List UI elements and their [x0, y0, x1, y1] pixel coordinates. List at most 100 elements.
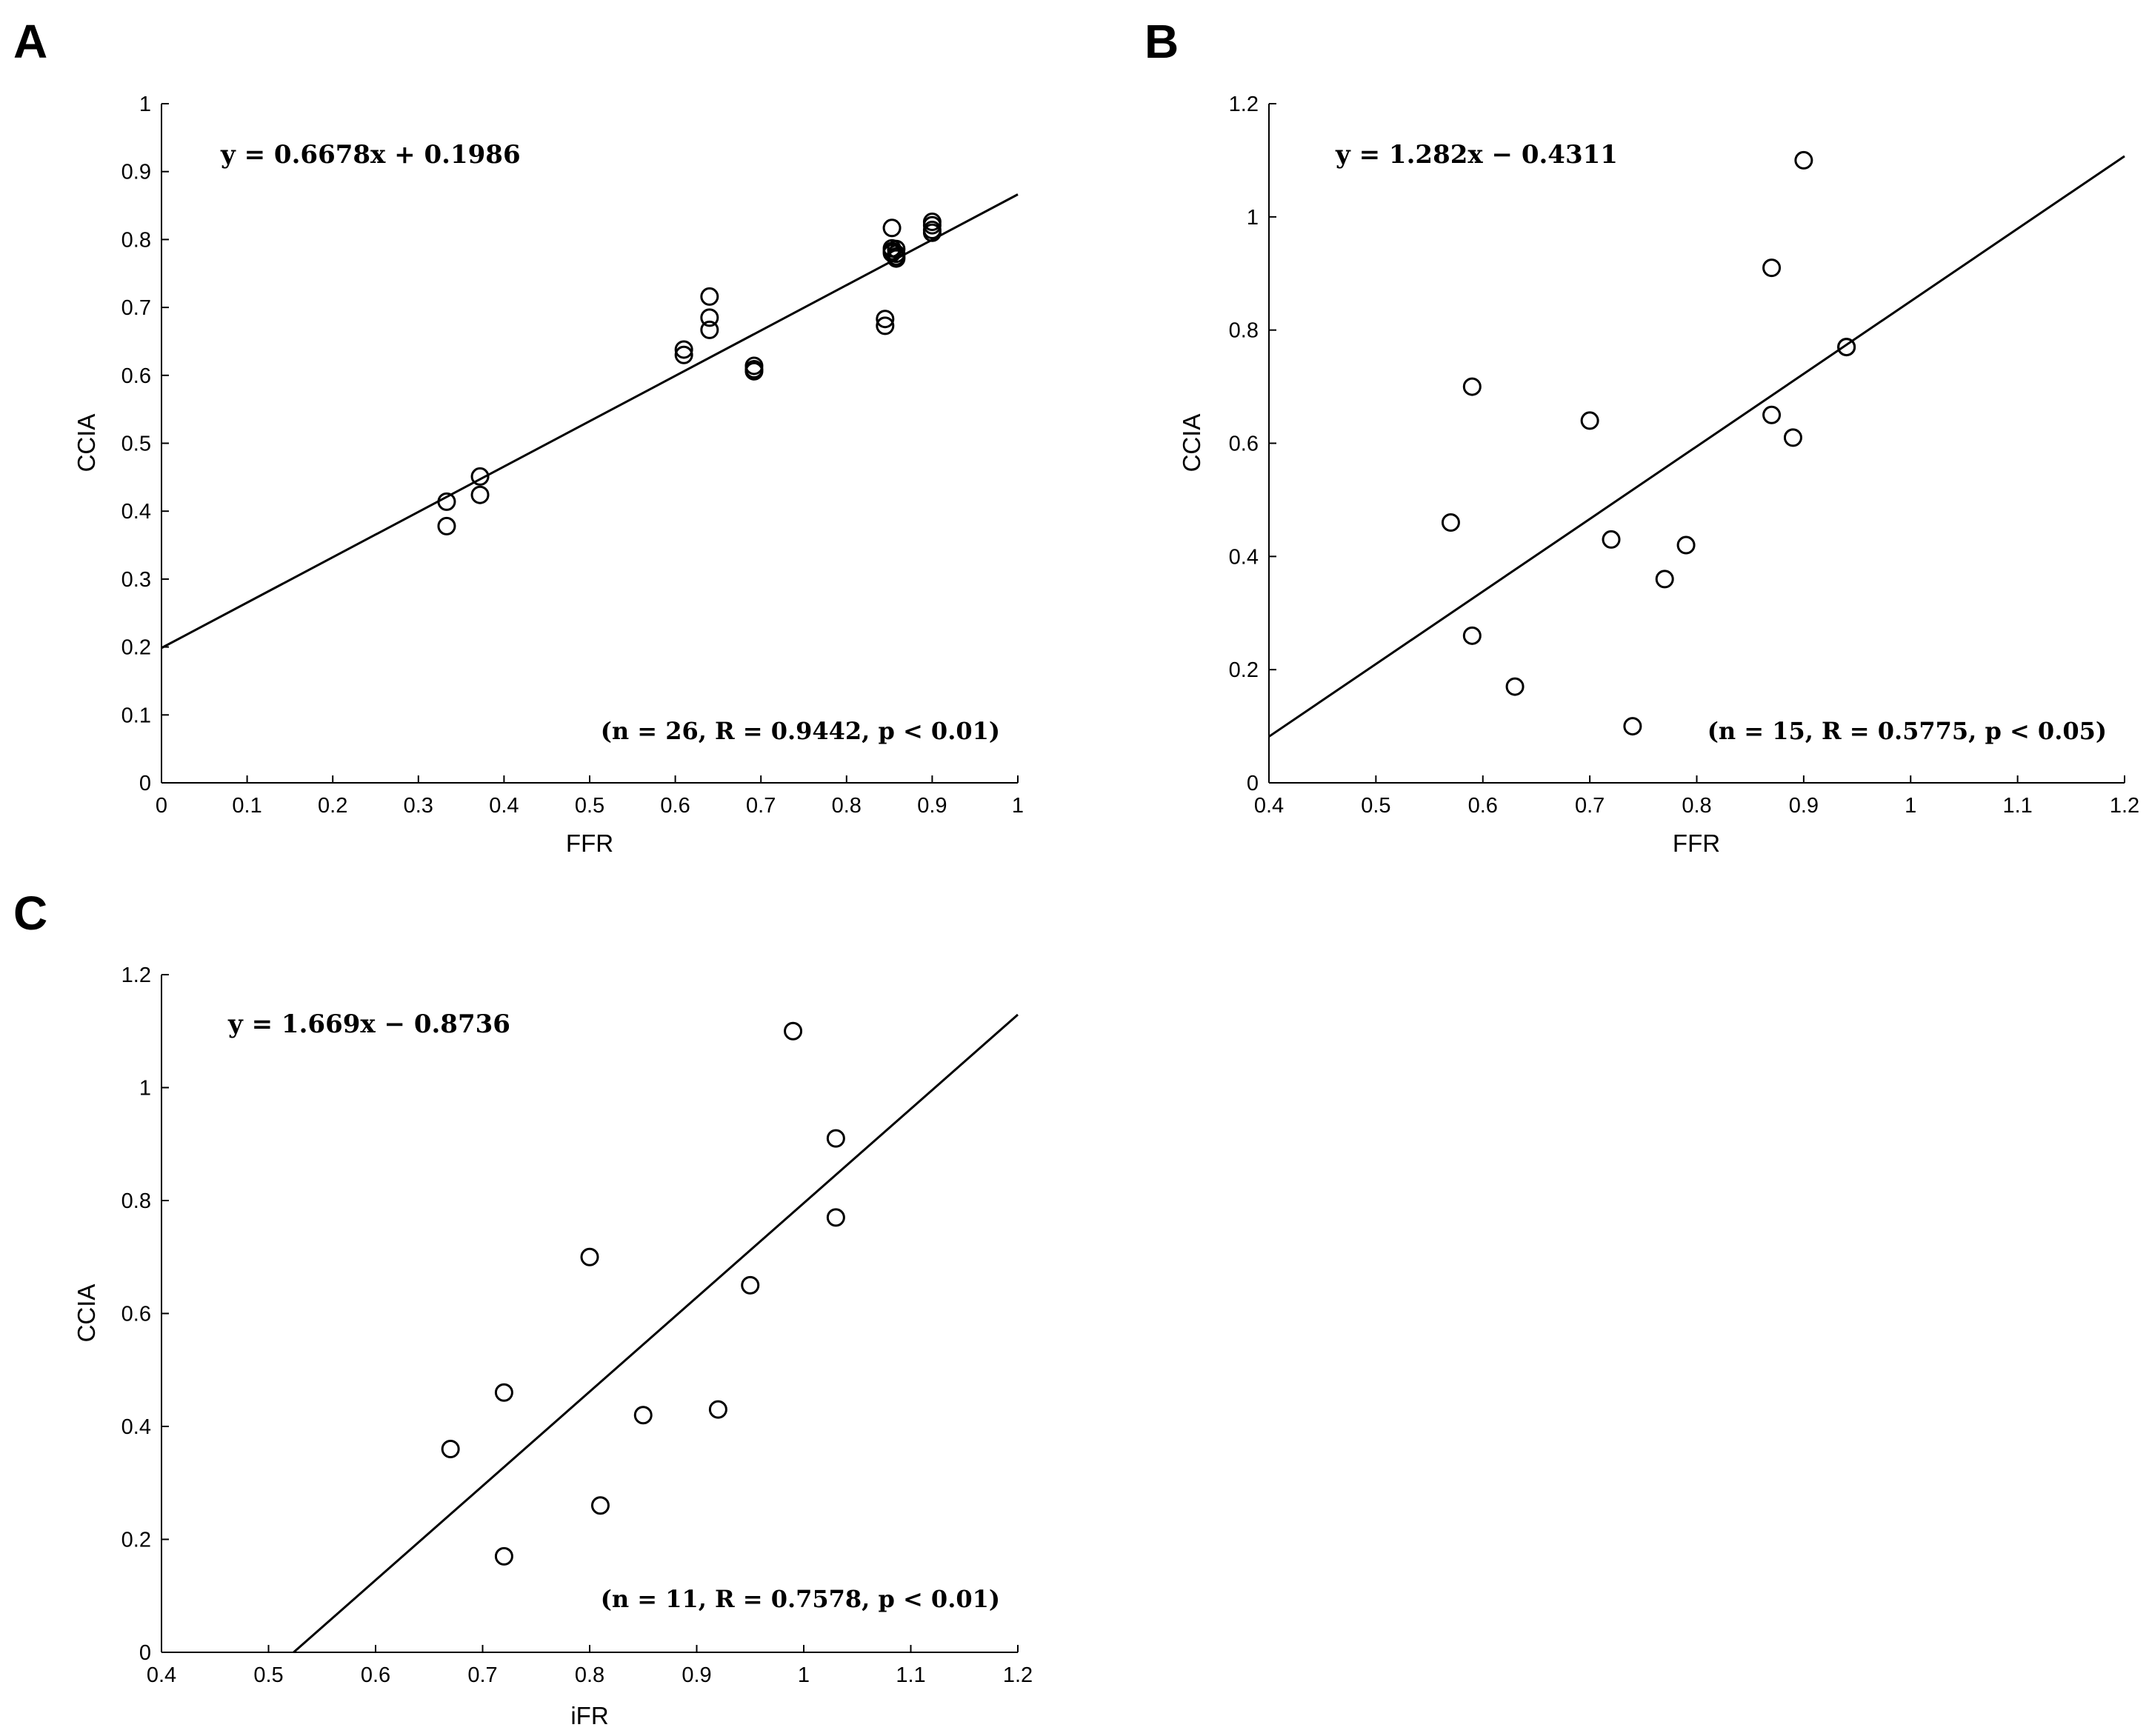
- data-point-c: [826, 1208, 845, 1227]
- data-point-c: [494, 1383, 513, 1402]
- y-tick-label-a: 1: [139, 93, 151, 116]
- x-tick-label-a: 1: [1012, 794, 1024, 818]
- x-tick-label-b: 0.4: [1254, 794, 1284, 818]
- x-tick-label-a: 0.7: [746, 794, 776, 818]
- stats-c: (n = 11, R = 0.7578, p < 0.01): [601, 1585, 1000, 1613]
- x-tick-label-a: 0.5: [575, 794, 604, 818]
- x-axis-label-b: FFR: [1673, 829, 1720, 857]
- data-point-a: [700, 320, 719, 339]
- y-tick-label-b: 0.6: [1229, 433, 1259, 456]
- x-axis-label-c: iFR: [570, 1702, 608, 1729]
- data-point-a: [437, 516, 456, 535]
- data-point-b: [1602, 530, 1621, 549]
- data-point-c: [741, 1275, 760, 1295]
- data-point-b: [1762, 258, 1782, 278]
- data-point-a: [674, 340, 693, 359]
- y-tick-label-b: 0.4: [1229, 545, 1259, 569]
- data-point-a: [887, 249, 906, 268]
- data-point-a: [882, 244, 902, 263]
- x-tick-label-a: 0.6: [660, 794, 690, 818]
- equation-b: y = 1.282x − 0.4311: [1335, 140, 1618, 170]
- x-tick-label-a: 0.8: [832, 794, 862, 818]
- data-point-c: [580, 1247, 599, 1266]
- data-point-c: [633, 1406, 653, 1425]
- equation-c: y = 1.669x − 0.8736: [227, 1009, 510, 1039]
- y-axis-label-a: CCIA: [73, 414, 100, 473]
- data-point-a: [922, 223, 942, 242]
- y-tick-label-a: 0.3: [121, 568, 151, 592]
- y-tick-label-c: 0.2: [121, 1529, 151, 1552]
- data-point-a: [437, 492, 456, 511]
- x-tick-label-c: 0.9: [682, 1663, 711, 1687]
- x-tick-label-a: 0.4: [489, 794, 519, 818]
- regression-line-a: [161, 193, 1019, 650]
- x-axis-label-a: FFR: [566, 829, 613, 857]
- data-point-b: [1441, 513, 1460, 532]
- y-axis-label-c: CCIA: [73, 1284, 100, 1343]
- data-point-b: [1462, 377, 1482, 396]
- y-tick-label-c: 0.6: [121, 1303, 151, 1326]
- y-tick-label-a: 0.1: [121, 704, 151, 727]
- data-point-b: [1655, 570, 1674, 589]
- data-point-c: [826, 1129, 845, 1148]
- data-point-a: [876, 310, 895, 329]
- panel-letter-a: A: [13, 15, 47, 68]
- x-tick-label-b: 1: [1905, 794, 1916, 818]
- data-point-b: [1794, 150, 1813, 170]
- data-point-c: [590, 1496, 610, 1515]
- data-point-b: [1762, 405, 1782, 424]
- y-tick-label-b: 0.2: [1229, 658, 1259, 682]
- x-tick-label-b: 1.1: [2002, 794, 2032, 818]
- x-tick-label-c: 0.6: [361, 1663, 390, 1687]
- x-tick-label-b: 0.8: [1682, 794, 1711, 818]
- data-point-b: [1676, 535, 1696, 555]
- data-point-a: [470, 467, 490, 486]
- x-tick-label-b: 0.6: [1468, 794, 1498, 818]
- data-point-a: [700, 308, 719, 327]
- y-tick-label-c: 1.2: [121, 964, 151, 987]
- data-point-c: [494, 1546, 513, 1566]
- y-tick-label-a: 0.6: [121, 364, 151, 388]
- x-tick-label-b: 0.7: [1575, 794, 1605, 818]
- data-point-c: [784, 1021, 803, 1041]
- x-tick-label-c: 0.7: [467, 1663, 497, 1687]
- y-tick-label-a: 0: [139, 772, 151, 795]
- y-tick-label-a: 0.5: [121, 433, 151, 456]
- panel-c: C y = 1.669x − 0.8736 (n = 11, R = 0.757…: [13, 887, 1033, 1729]
- stats-a: (n = 26, R = 0.9442, p < 0.01): [601, 717, 1000, 745]
- regression-line-c: [293, 1013, 1019, 1654]
- x-tick-label-c: 0.4: [147, 1663, 176, 1687]
- panel-letter-b: B: [1145, 15, 1179, 68]
- x-tick-label-a: 0.3: [404, 794, 433, 818]
- x-tick-label-c: 1.1: [896, 1663, 925, 1687]
- y-tick-label-b: 0: [1247, 772, 1259, 795]
- panel-letter-c: C: [13, 887, 47, 940]
- y-tick-label-c: 0.8: [121, 1189, 151, 1213]
- y-tick-label-a: 0.4: [121, 500, 151, 524]
- x-tick-label-a: 0.9: [917, 794, 947, 818]
- y-tick-label-c: 0: [139, 1641, 151, 1665]
- data-point-b: [1623, 717, 1642, 736]
- y-tick-label-a: 0.9: [121, 161, 151, 184]
- y-tick-label-b: 1.2: [1229, 93, 1259, 116]
- data-point-c: [441, 1440, 460, 1458]
- equation-a: y = 0.6678x + 0.1986: [220, 140, 521, 170]
- y-tick-label-a: 0.8: [121, 228, 151, 252]
- stats-b: (n = 15, R = 0.5775, p < 0.05): [1707, 717, 2107, 745]
- y-tick-label-b: 0.8: [1229, 319, 1259, 343]
- y-tick-label-c: 1: [139, 1077, 151, 1101]
- data-point-a: [922, 216, 942, 235]
- x-tick-label-c: 0.8: [575, 1663, 604, 1687]
- data-point-b: [1837, 338, 1856, 357]
- data-point-b: [1580, 411, 1599, 430]
- x-tick-label-a: 0: [156, 794, 167, 818]
- panel-b: B y = 1.282x − 0.4311 (n = 15, R = 0.577…: [1145, 15, 2139, 857]
- y-tick-label-a: 0.2: [121, 636, 151, 660]
- data-point-a: [674, 345, 693, 364]
- x-tick-label-a: 0.2: [318, 794, 347, 818]
- x-tick-label-b: 0.5: [1361, 794, 1390, 818]
- data-point-a: [700, 287, 719, 306]
- x-tick-label-a: 0.1: [232, 794, 261, 818]
- data-point-b: [1505, 677, 1525, 696]
